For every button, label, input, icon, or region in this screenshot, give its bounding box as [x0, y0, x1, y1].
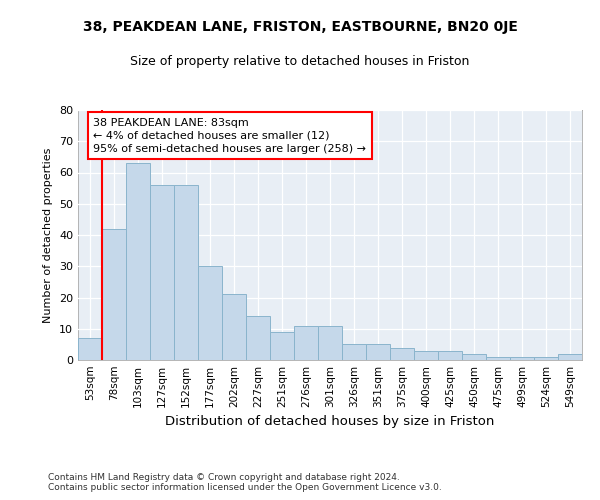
Text: 38, PEAKDEAN LANE, FRISTON, EASTBOURNE, BN20 0JE: 38, PEAKDEAN LANE, FRISTON, EASTBOURNE, … [83, 20, 517, 34]
Bar [414, 350, 438, 360]
Bar [462, 354, 486, 360]
Bar [438, 350, 462, 360]
Bar [150, 185, 174, 360]
Bar [486, 357, 510, 360]
Bar [366, 344, 390, 360]
Bar [558, 354, 582, 360]
Bar [342, 344, 366, 360]
Bar [390, 348, 414, 360]
Text: Size of property relative to detached houses in Friston: Size of property relative to detached ho… [130, 55, 470, 68]
Bar [270, 332, 294, 360]
Text: 38 PEAKDEAN LANE: 83sqm
← 4% of detached houses are smaller (12)
95% of semi-det: 38 PEAKDEAN LANE: 83sqm ← 4% of detached… [93, 118, 366, 154]
Bar [318, 326, 342, 360]
Bar [294, 326, 318, 360]
Bar [246, 316, 270, 360]
Bar [174, 185, 198, 360]
Y-axis label: Number of detached properties: Number of detached properties [43, 148, 53, 322]
Bar [534, 357, 558, 360]
Bar [510, 357, 534, 360]
Bar [78, 338, 102, 360]
Text: Contains public sector information licensed under the Open Government Licence v3: Contains public sector information licen… [48, 484, 442, 492]
Bar [198, 266, 222, 360]
Bar [126, 163, 150, 360]
Text: Contains HM Land Registry data © Crown copyright and database right 2024.: Contains HM Land Registry data © Crown c… [48, 474, 400, 482]
Bar [102, 229, 126, 360]
Bar [222, 294, 246, 360]
X-axis label: Distribution of detached houses by size in Friston: Distribution of detached houses by size … [166, 416, 494, 428]
